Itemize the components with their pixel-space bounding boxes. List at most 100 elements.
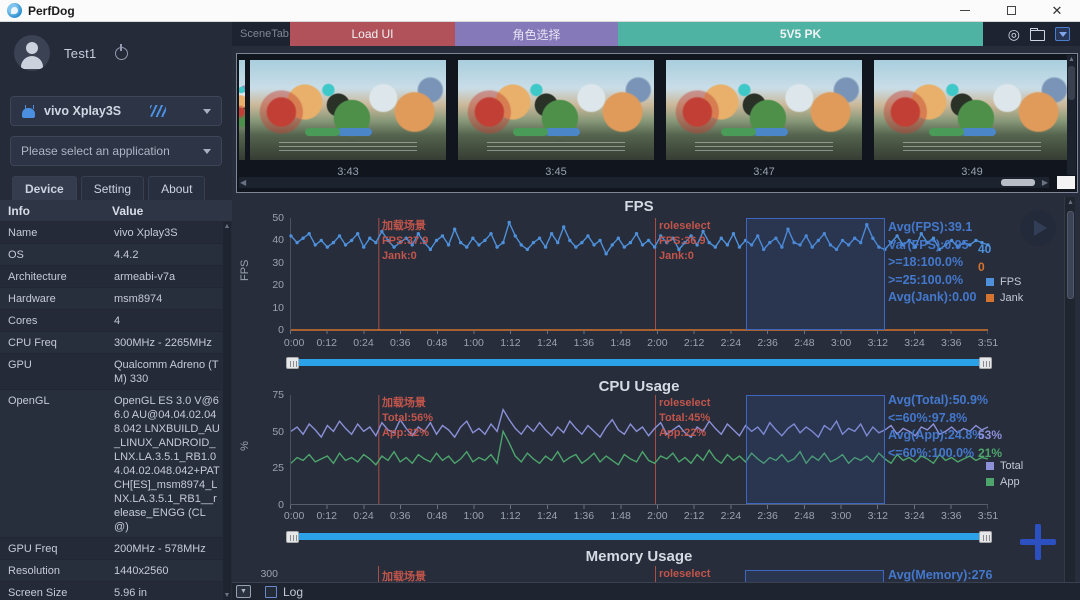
x-axis-tick: 0:24 — [353, 337, 374, 349]
time-range-slider[interactable] — [286, 531, 992, 543]
slider-handle-right[interactable] — [979, 357, 992, 369]
scroll-left-icon[interactable]: ◀ — [240, 178, 247, 187]
log-checkbox[interactable] — [265, 585, 277, 598]
data-point — [792, 240, 796, 245]
data-point — [598, 238, 602, 243]
scrollbar-corner — [1057, 176, 1075, 189]
scroll-up-icon[interactable]: ▲ — [1068, 56, 1075, 63]
play-button[interactable] — [1020, 210, 1056, 246]
scrollbar-thumb[interactable] — [1001, 179, 1035, 186]
data-point — [331, 240, 336, 245]
thumbnail-timestamp: 3:45 — [545, 166, 567, 178]
legend-item: Total — [986, 458, 1023, 474]
slider-handle-left[interactable] — [286, 357, 299, 369]
data-point — [925, 240, 930, 245]
slider-handle-left[interactable] — [286, 531, 299, 543]
series-svg — [290, 395, 989, 504]
tab-about[interactable]: About — [148, 176, 206, 200]
connection-icon[interactable] — [150, 105, 167, 117]
strip-vertical-scrollbar[interactable]: ▲ — [1067, 55, 1076, 175]
stat-line: >=25:100.0% — [888, 272, 964, 287]
slider-handle-right[interactable] — [979, 531, 992, 543]
thumbnail[interactable]: 3:47 — [666, 60, 862, 178]
data-point — [319, 238, 323, 243]
selection-region[interactable] — [745, 570, 884, 582]
data-point — [937, 247, 942, 252]
data-point — [810, 245, 814, 249]
slider-track[interactable] — [286, 533, 992, 540]
app-select[interactable]: Please select an application — [10, 136, 222, 166]
scrollbar-thumb[interactable] — [1068, 66, 1075, 100]
info-key: GPU Freq — [8, 543, 58, 555]
thumbnail-image — [250, 60, 446, 160]
data-point — [622, 245, 627, 249]
power-icon[interactable] — [114, 43, 128, 60]
data-point — [465, 245, 469, 249]
title-bar: PerfDog ✕ — [0, 0, 1080, 22]
record-marker-icon[interactable]: ◎ — [1007, 26, 1020, 42]
info-row: CPU Freq 300MHz - 2265MHz — [0, 332, 222, 354]
y-axis: 50 40 30 20 10 0 — [232, 212, 286, 336]
chevron-down-icon — [203, 108, 211, 114]
strip-horizontal-scrollbar[interactable]: ◀ ▶ — [239, 177, 1049, 188]
scene-marker-line — [655, 566, 656, 582]
close-button[interactable]: ✕ — [1034, 0, 1080, 21]
plot-area[interactable]: 加载场景 FPS:37.9 Jank:0 roleselect FPS:36.9 Jank… — [289, 218, 990, 331]
scene-button[interactable]: 5V5 PK — [618, 22, 983, 46]
x-axis-tick: 2:36 — [757, 510, 778, 522]
thumbnail[interactable]: 3:45 — [458, 60, 654, 178]
y-axis-tick: 10 — [272, 301, 284, 314]
folder-icon[interactable] — [1030, 27, 1045, 41]
thumbnail[interactable]: 3:43 — [250, 60, 446, 178]
x-axis-tick: 1:24 — [536, 510, 558, 522]
main-vertical-scrollbar[interactable]: ▲ — [1064, 197, 1075, 582]
avatar[interactable] — [14, 35, 50, 71]
data-point — [604, 252, 608, 256]
scene-button[interactable]: 角色选择 — [455, 22, 618, 46]
maximize-icon — [1006, 6, 1016, 15]
x-axis: 0:00 0:12 0:24 0:36 0:48 1:00 1:12 1:24 1:36 1:48… — [284, 510, 998, 523]
scroll-right-icon[interactable]: ▶ — [1041, 178, 1048, 187]
info-value: Qualcomm Adreno (TM) 330 — [114, 359, 219, 385]
device-select[interactable]: vivo Xplay3S — [10, 96, 222, 126]
time-range-slider[interactable] — [286, 357, 992, 369]
slider-track[interactable] — [286, 359, 992, 366]
stat-line: Avg(Total):50.9% — [888, 393, 989, 407]
x-axis-tick: 2:36 — [757, 337, 778, 349]
info-table-scrollbar[interactable]: ▲ ▼ — [223, 222, 231, 600]
selection-region[interactable] — [746, 395, 885, 504]
thumbnail[interactable]: 3:49 — [874, 60, 1070, 178]
stat-line: <=60%:97.8% — [888, 410, 968, 425]
data-point — [628, 240, 633, 245]
tab-setting[interactable]: Setting — [80, 176, 145, 200]
data-point — [543, 245, 548, 249]
y-axis-tick: 25 — [272, 462, 284, 475]
info-row: Screen Size 5.96 in — [0, 582, 222, 600]
data-point — [852, 236, 857, 240]
tab-device[interactable]: Device — [12, 176, 77, 200]
scroll-up-icon[interactable]: ▲ — [1067, 199, 1074, 206]
cpu-chart: CPU Usage % 75 50 25 0 加载场景 Total:56% App:32%… — [232, 376, 1080, 546]
plot-area[interactable]: 加载场景 Total:56% App:32% roleselect Total:45% A… — [290, 395, 989, 505]
collapse-panel-icon[interactable] — [1055, 27, 1070, 41]
stat-line: Var(FPS):0.95 — [888, 237, 969, 252]
current-value: 0 — [978, 260, 985, 274]
data-point — [974, 238, 978, 243]
info-key: OS — [8, 249, 24, 261]
scroll-up-icon[interactable]: ▲ — [223, 223, 231, 230]
maximize-button[interactable] — [988, 0, 1034, 21]
scrollbar-thumb[interactable] — [1067, 211, 1074, 299]
data-point — [737, 245, 742, 249]
expand-log-button[interactable]: ▼ — [236, 585, 251, 598]
x-axis-tick: 0:36 — [389, 510, 411, 522]
scene-button[interactable]: Load UI — [290, 22, 455, 46]
add-chart-button[interactable] — [1020, 524, 1056, 560]
data-point — [877, 245, 881, 249]
data-point — [986, 243, 990, 247]
selection-region[interactable] — [746, 218, 885, 330]
scroll-down-icon[interactable]: ▼ — [223, 592, 231, 599]
x-axis-tick: 2:12 — [683, 337, 705, 349]
data-point — [780, 245, 784, 249]
minimize-button[interactable] — [942, 0, 988, 21]
